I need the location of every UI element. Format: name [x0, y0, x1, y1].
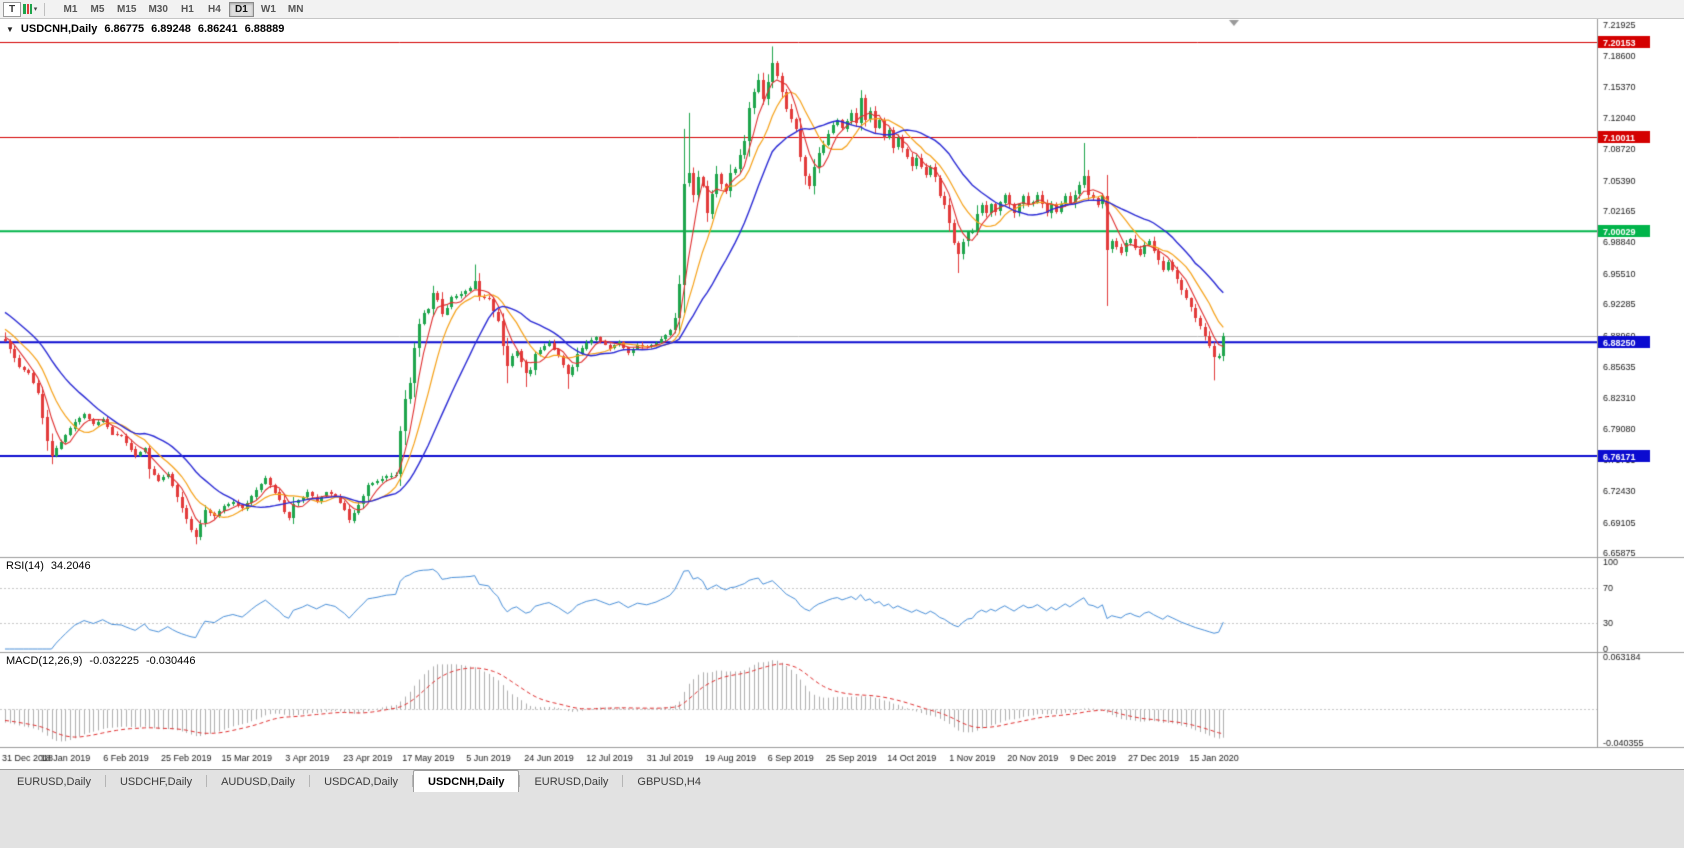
macd-value: -0.032225 [89, 655, 139, 667]
chart-tab-gbpusd-h4[interactable]: GBPUSD,H4 [637, 776, 701, 788]
chart-area: ▼ USDCNH,Daily 6.86775 6.89248 6.86241 6… [0, 19, 1684, 769]
timeframe-button-h1[interactable]: H1 [181, 3, 194, 15]
timeframe-button-m15[interactable]: M15 [117, 3, 137, 15]
toolbar: T ▾ M1 M5 M15 M30 H1 H4 D1 W1 MN [0, 0, 1684, 19]
candlestick-icon [22, 4, 32, 14]
timeframe-button-w1[interactable]: W1 [260, 3, 276, 15]
chart-tab-usdcad-daily[interactable]: USDCAD,Daily [324, 776, 399, 788]
toolbar-separator [44, 2, 45, 16]
chart-canvas[interactable] [0, 19, 1684, 769]
chart-style-dropdown-button[interactable]: ▾ [21, 2, 39, 17]
timeframe-button-m5[interactable]: M5 [90, 3, 105, 15]
tab-separator [622, 775, 624, 787]
timeframe-button-d1[interactable]: D1 [228, 1, 254, 17]
close-value: 6.88889 [244, 23, 285, 35]
open-value: 6.86775 [104, 23, 145, 35]
chart-tab-eurusd-daily[interactable]: EURUSD,Daily [534, 776, 609, 788]
main-chart-header: ▼ USDCNH,Daily 6.86775 6.89248 6.86241 6… [6, 23, 284, 35]
symbol-label: USDCNH,Daily [20, 23, 98, 35]
rsi-indicator-label: RSI(14) 34.2046 [6, 560, 91, 572]
macd-signal-value: -0.030446 [145, 655, 196, 667]
bottom-tabbar: EURUSD,Daily USDCHF,Daily AUDUSD,Daily USDC… [0, 769, 1684, 792]
high-value: 6.89248 [151, 23, 191, 35]
timeframe-button-h4[interactable]: H4 [208, 3, 221, 15]
cursor-tool-button[interactable]: T [3, 1, 21, 17]
rsi-value: 34.2046 [50, 560, 91, 572]
tab-separator [104, 775, 106, 787]
chart-tab-usdcnh-daily[interactable]: USDCNH,Daily [413, 770, 520, 792]
timeframe-button-mn[interactable]: MN [287, 3, 304, 15]
tab-separator [206, 775, 208, 787]
rsi-name: RSI(14) [6, 560, 44, 572]
macd-indicator-label: MACD(12,26,9) -0.032225 -0.030446 [6, 655, 196, 667]
chart-tab-usdchf-daily[interactable]: USDCHF,Daily [119, 776, 193, 788]
tab-separator [412, 775, 414, 787]
timeframe-button-m1[interactable]: M1 [63, 3, 78, 15]
low-value: 6.86241 [197, 23, 238, 35]
tab-separator [519, 775, 521, 787]
chart-tab-eurusd-daily[interactable]: EURUSD,Daily [17, 776, 91, 788]
chart-tab-audusd-daily[interactable]: AUDUSD,Daily [221, 776, 296, 788]
collapse-arrow-icon[interactable]: ▼ [6, 24, 14, 34]
chevron-down-icon: ▾ [33, 6, 38, 13]
timeframe-buttons: M1 M5 M15 M30 H1 H4 D1 W1 MN [58, 1, 308, 17]
macd-name: MACD(12,26,9) [6, 655, 83, 667]
tab-separator [309, 775, 311, 787]
timeframe-button-m30[interactable]: M30 [148, 3, 168, 15]
